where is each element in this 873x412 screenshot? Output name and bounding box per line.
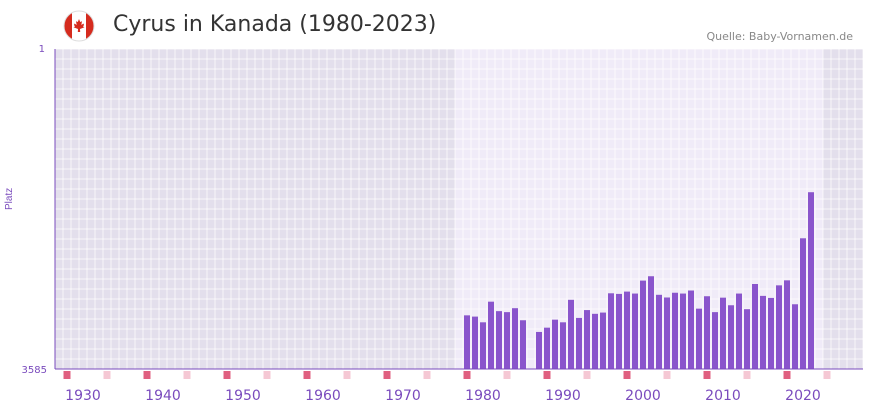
bar <box>648 276 654 369</box>
bar <box>792 304 798 369</box>
bar <box>536 332 542 369</box>
bar <box>672 293 678 369</box>
x-tick-label: 1930 <box>65 388 101 404</box>
bar <box>744 309 750 369</box>
year-marker-major <box>64 371 71 379</box>
bar <box>560 322 566 369</box>
bar <box>632 294 638 369</box>
bar <box>720 298 726 369</box>
year-marker-major <box>144 371 151 379</box>
bar <box>664 297 670 369</box>
bar <box>480 322 486 369</box>
year-marker-major <box>784 371 791 379</box>
year-marker-major <box>224 371 231 379</box>
bar <box>768 298 774 369</box>
bar <box>544 328 550 369</box>
year-marker-major <box>464 371 471 379</box>
x-tick-label: 2000 <box>625 388 661 404</box>
year-marker-minor <box>744 371 751 379</box>
bar <box>520 320 526 369</box>
bar <box>576 318 582 369</box>
year-marker-major <box>624 371 631 379</box>
bar <box>680 294 686 369</box>
x-tick-label: 1940 <box>145 388 181 404</box>
y-tick-label: 3585 <box>22 365 47 376</box>
year-marker-minor <box>664 371 671 379</box>
bar <box>696 309 702 369</box>
bar <box>624 292 630 369</box>
bar <box>728 305 734 369</box>
bar <box>584 310 590 369</box>
bar <box>488 302 494 369</box>
bar <box>640 281 646 369</box>
year-marker-minor <box>344 371 351 379</box>
bar <box>472 317 478 369</box>
year-marker-major <box>704 371 711 379</box>
x-tick-label: 1980 <box>465 388 501 404</box>
bar <box>800 238 806 369</box>
bar <box>496 311 502 369</box>
year-marker-major <box>304 371 311 379</box>
bar <box>776 285 782 369</box>
bar <box>464 315 470 369</box>
bar <box>736 294 742 369</box>
bar <box>712 312 718 369</box>
x-tick-label: 2010 <box>705 388 741 404</box>
bar <box>600 313 606 369</box>
bar <box>760 296 766 369</box>
x-tick-label: 1970 <box>385 388 421 404</box>
bar <box>752 284 758 369</box>
bar <box>616 294 622 369</box>
bar <box>592 314 598 369</box>
bar <box>552 320 558 369</box>
year-marker-minor <box>104 371 111 379</box>
bar <box>704 296 710 369</box>
year-marker-minor <box>504 371 511 379</box>
y-tick-label: 1 <box>39 44 45 55</box>
year-marker-major <box>544 371 551 379</box>
year-marker-minor <box>264 371 271 379</box>
year-marker-major <box>384 371 391 379</box>
x-tick-label: 1950 <box>225 388 261 404</box>
bar <box>808 192 814 369</box>
year-marker-minor <box>584 371 591 379</box>
bar <box>568 300 574 369</box>
bar <box>784 280 790 369</box>
bar <box>512 308 518 369</box>
bar <box>656 295 662 369</box>
bar <box>688 291 694 369</box>
year-marker-minor <box>184 371 191 379</box>
x-tick-label: 1990 <box>545 388 581 404</box>
x-tick-label: 1960 <box>305 388 341 404</box>
bar <box>504 312 510 369</box>
x-tick-label: 2020 <box>785 388 821 404</box>
rank-bar-chart: 1 3585 1930 1940 1950 1960 1970 1980 1990 2000 201… <box>0 0 873 412</box>
bar <box>608 293 614 369</box>
year-marker-minor <box>424 371 431 379</box>
year-marker-minor <box>824 371 831 379</box>
